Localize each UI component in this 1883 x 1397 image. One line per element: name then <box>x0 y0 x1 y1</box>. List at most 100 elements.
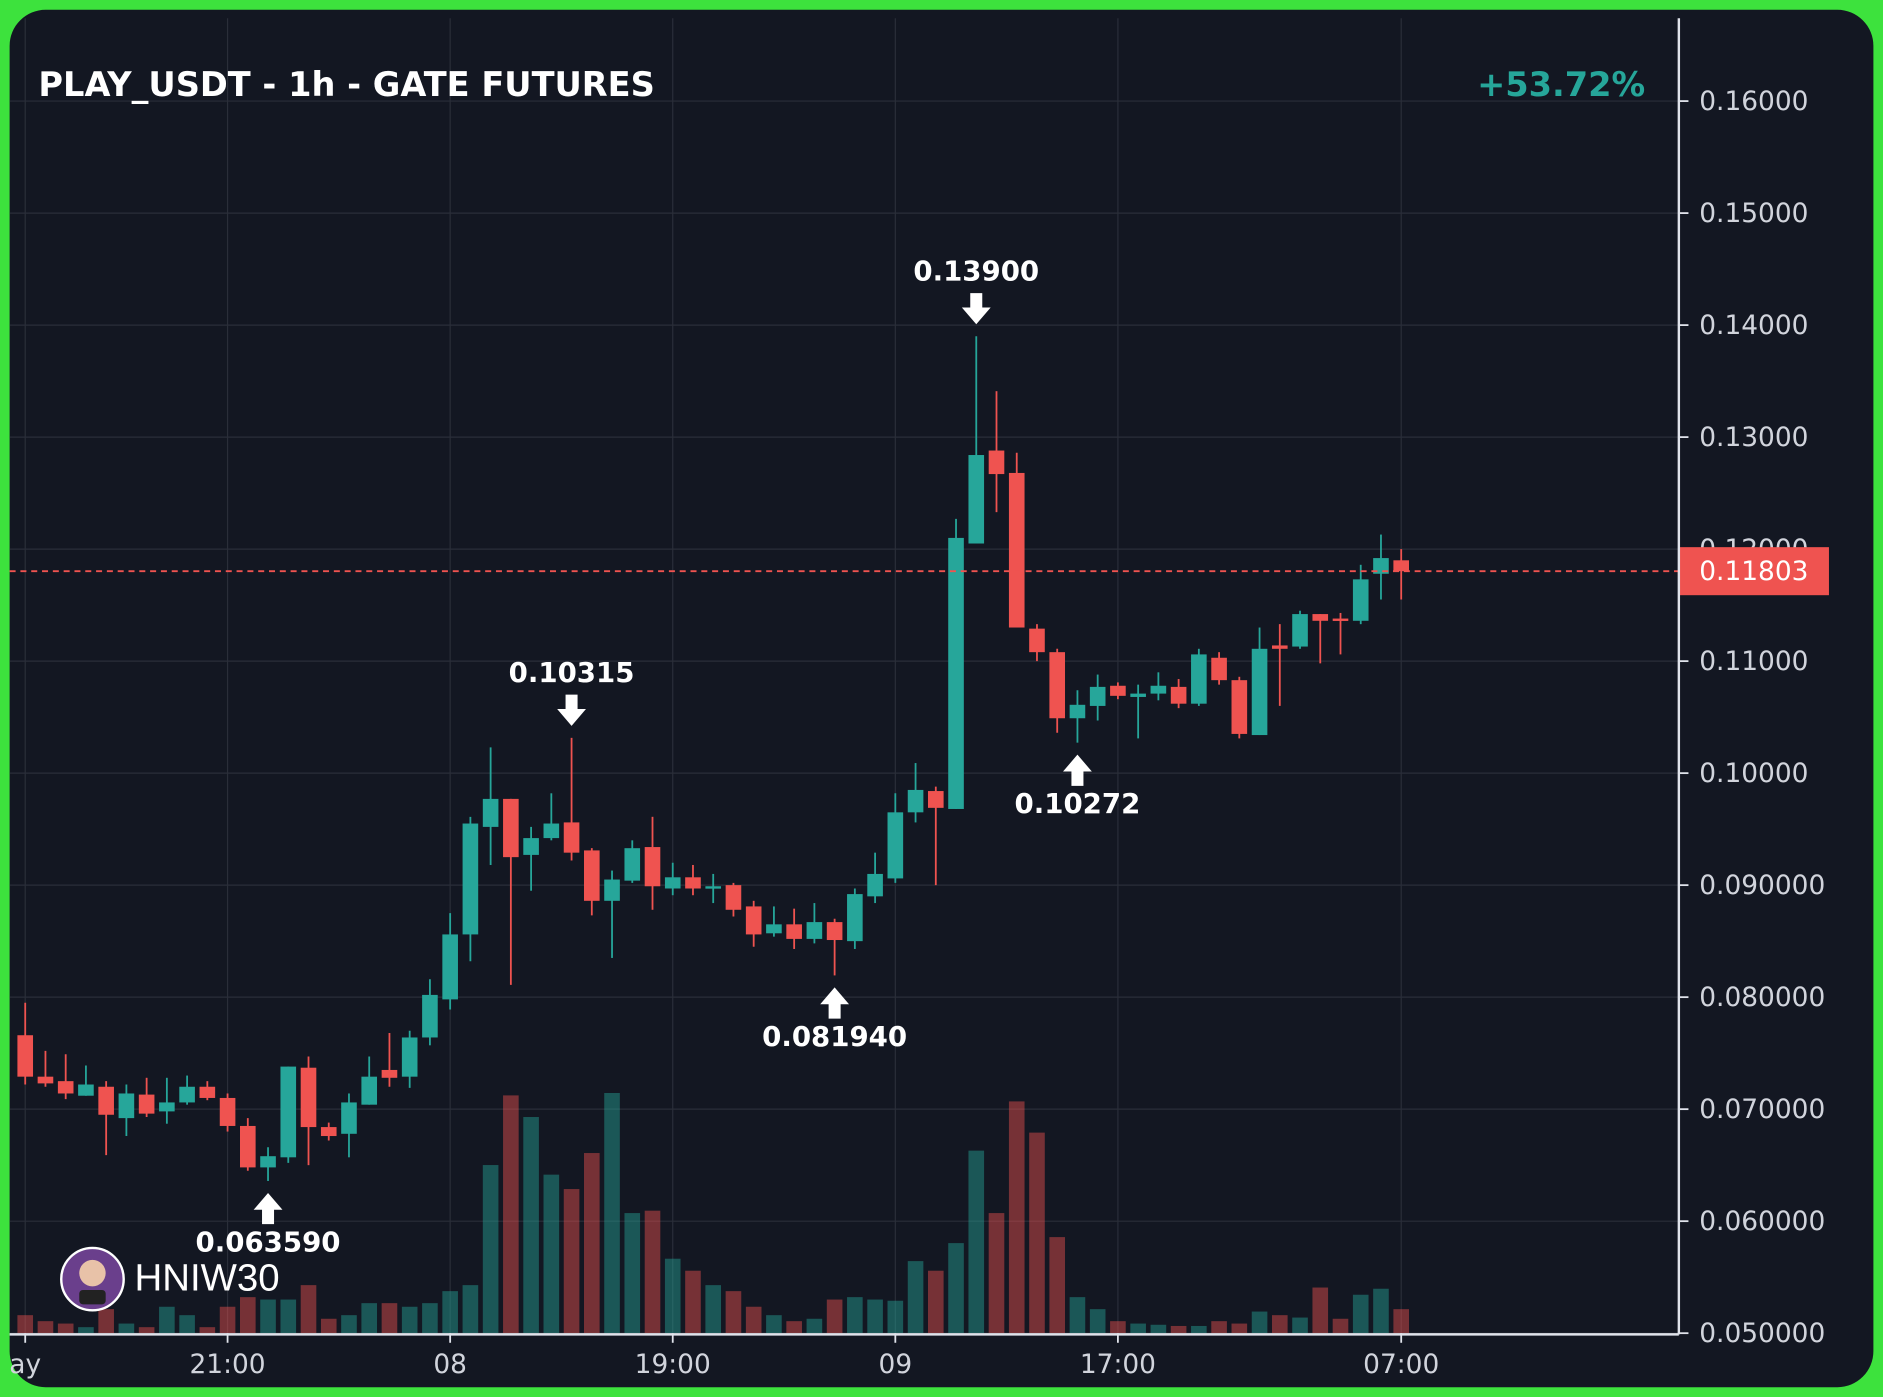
volume-bar <box>159 1306 175 1334</box>
candle-body <box>179 1086 195 1103</box>
candle-body <box>968 455 985 544</box>
volume-bar <box>1150 1324 1167 1334</box>
high-label: 0.13900 <box>913 255 1039 288</box>
volume-bar <box>482 1165 499 1334</box>
volume-bar <box>1170 1325 1187 1334</box>
y-tick-label: 0.14000 <box>1699 310 1808 341</box>
candle-body <box>1251 648 1268 736</box>
candle-body <box>1292 614 1308 647</box>
candle-body <box>57 1081 74 1094</box>
volume-bar <box>543 1174 560 1334</box>
candle-body <box>462 823 479 935</box>
volume-bar <box>442 1291 458 1334</box>
candle-body <box>1271 645 1288 649</box>
volume-bar <box>826 1299 843 1334</box>
last-price-tag <box>1678 547 1829 596</box>
y-tick-label: 0.070000 <box>1699 1094 1825 1125</box>
candle-body <box>1373 558 1389 574</box>
candle-body <box>199 1086 216 1098</box>
candle-body <box>17 1035 34 1077</box>
y-tick-label: 0.090000 <box>1699 870 1825 901</box>
volume-bar <box>968 1150 985 1334</box>
volume-bar <box>280 1299 297 1334</box>
volume-bar <box>887 1300 904 1334</box>
volume-bar <box>1211 1321 1227 1334</box>
low-arrow <box>1063 754 1092 786</box>
candle-body <box>1170 686 1187 704</box>
volume-bar <box>179 1315 195 1334</box>
candle-body <box>239 1125 256 1168</box>
y-tick-label: 0.15000 <box>1699 198 1808 229</box>
candle-body <box>563 822 580 853</box>
candle-body <box>98 1086 114 1115</box>
candle-body <box>78 1084 94 1096</box>
volume-bar <box>78 1327 94 1334</box>
volume-bar <box>503 1095 519 1334</box>
low-label: 0.081940 <box>762 1020 907 1053</box>
x-tick-label: 17:00 <box>1080 1349 1156 1380</box>
volume-bar <box>927 1270 944 1334</box>
watermark-text: HNIW30 <box>135 1256 280 1299</box>
volume-bar <box>948 1243 964 1334</box>
candle-body <box>624 848 641 881</box>
y-tick-label: 0.080000 <box>1699 982 1825 1013</box>
candle-body <box>1211 657 1227 681</box>
candle-body <box>1110 685 1126 696</box>
volume-bar <box>1373 1288 1389 1334</box>
candle-body <box>422 994 438 1038</box>
watermark: HNIW30 <box>60 1246 280 1312</box>
volume-bar <box>685 1270 701 1334</box>
volume-bar <box>1069 1297 1086 1334</box>
y-tick-label: 0.11000 <box>1699 646 1808 677</box>
volume-bar <box>1312 1287 1329 1334</box>
candle-body <box>1049 652 1066 719</box>
candle-body <box>927 791 944 808</box>
candle-body <box>118 1093 135 1119</box>
candle-body <box>523 838 539 855</box>
volume-bar <box>1029 1132 1045 1334</box>
volume-bar <box>199 1327 216 1334</box>
volume-bar <box>847 1297 863 1334</box>
volume-bar <box>1049 1237 1066 1334</box>
candle-body <box>503 798 519 858</box>
volume-bar <box>907 1261 924 1334</box>
volume-bar <box>1130 1323 1146 1334</box>
candle-body <box>988 450 1005 475</box>
low-arrow <box>253 1192 283 1225</box>
candle-body <box>300 1067 317 1128</box>
volume-bar <box>138 1327 155 1334</box>
candle-body <box>219 1097 236 1126</box>
candle-body <box>1089 686 1106 706</box>
candle-body <box>320 1127 337 1137</box>
y-tick-label: 0.10000 <box>1699 758 1808 789</box>
volume-bar <box>1008 1101 1025 1334</box>
candle-body <box>381 1069 398 1078</box>
candle-body <box>887 812 904 879</box>
candle-body <box>745 906 762 935</box>
volume-bar <box>664 1258 681 1334</box>
volume-bar <box>563 1189 580 1334</box>
volume-bar <box>766 1315 782 1334</box>
candle-body <box>705 886 722 889</box>
candle-body <box>442 934 458 1000</box>
candle-body <box>786 924 802 939</box>
volume-bar <box>401 1306 418 1334</box>
volume-bar <box>1089 1309 1106 1334</box>
candle-body <box>1130 693 1146 697</box>
volume-bar <box>745 1306 762 1334</box>
y-tick-label: 0.050000 <box>1699 1318 1825 1349</box>
y-tick-label: 0.16000 <box>1699 86 1808 117</box>
candle-body <box>725 885 742 910</box>
avatar-body <box>79 1289 106 1305</box>
volume-bar <box>988 1213 1005 1334</box>
candle-body <box>1231 680 1248 734</box>
volume-bar <box>806 1318 823 1334</box>
volume-bar <box>219 1306 236 1334</box>
candle-body <box>159 1102 175 1112</box>
candle-body <box>1008 472 1025 628</box>
high-arrow <box>557 694 586 726</box>
volume-bar <box>705 1285 722 1334</box>
avatar-face <box>79 1259 106 1287</box>
volume-bar <box>1231 1323 1248 1334</box>
candle-body <box>1191 654 1207 704</box>
